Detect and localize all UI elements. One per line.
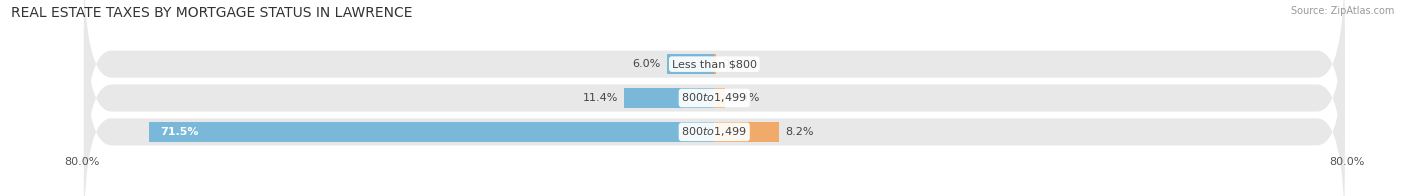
- Text: 8.2%: 8.2%: [786, 127, 814, 137]
- Text: $800 to $1,499: $800 to $1,499: [682, 125, 747, 138]
- Bar: [624, 88, 714, 108]
- Text: 6.0%: 6.0%: [633, 59, 661, 69]
- Text: 0.18%: 0.18%: [723, 59, 758, 69]
- FancyBboxPatch shape: [84, 27, 1344, 196]
- Text: 11.4%: 11.4%: [582, 93, 617, 103]
- Text: Source: ZipAtlas.com: Source: ZipAtlas.com: [1291, 6, 1395, 16]
- Bar: [714, 122, 779, 142]
- FancyBboxPatch shape: [84, 0, 1344, 196]
- Text: Less than $800: Less than $800: [672, 59, 756, 69]
- Text: $800 to $1,499: $800 to $1,499: [682, 92, 747, 104]
- Bar: [149, 122, 714, 142]
- Bar: [714, 88, 725, 108]
- Text: 1.4%: 1.4%: [731, 93, 761, 103]
- Text: REAL ESTATE TAXES BY MORTGAGE STATUS IN LAWRENCE: REAL ESTATE TAXES BY MORTGAGE STATUS IN …: [11, 6, 413, 20]
- FancyBboxPatch shape: [84, 0, 1344, 169]
- Text: 71.5%: 71.5%: [160, 127, 200, 137]
- Bar: [666, 54, 714, 74]
- Bar: [714, 54, 716, 74]
